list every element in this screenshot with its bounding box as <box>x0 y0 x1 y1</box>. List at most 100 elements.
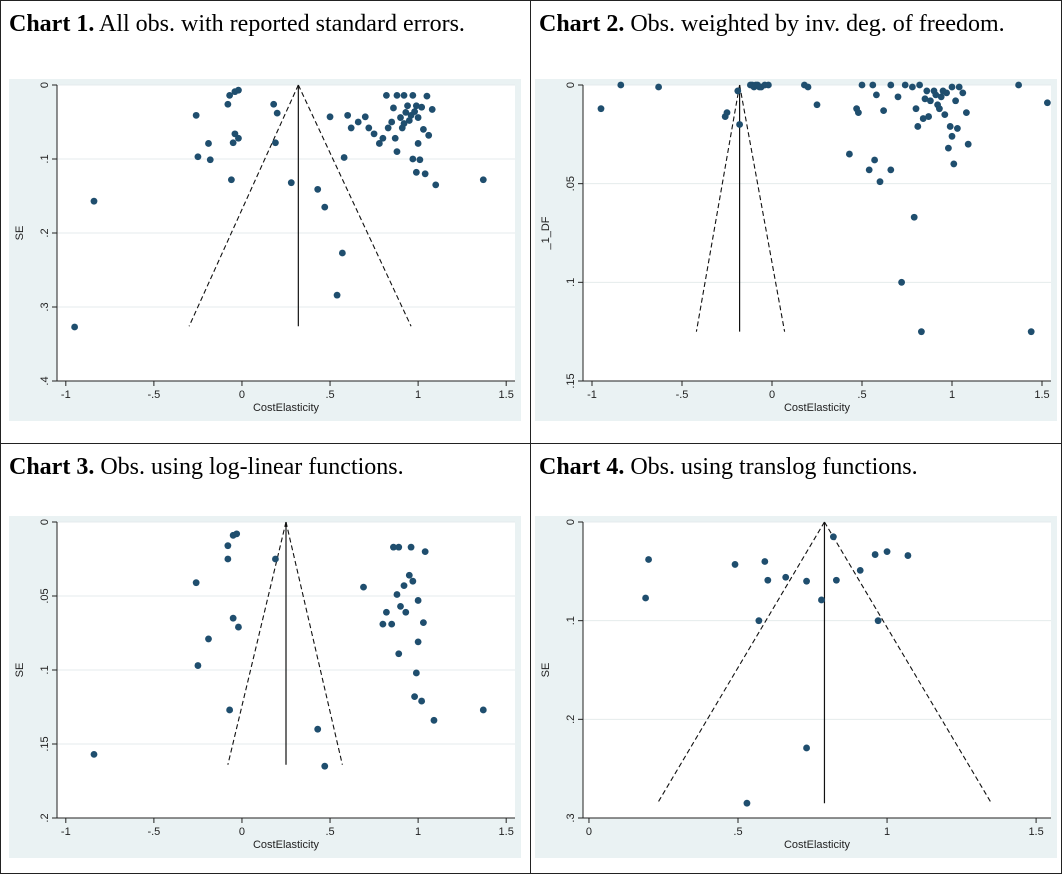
data-point-9 <box>229 139 237 147</box>
data-point-29 <box>412 669 420 677</box>
data-point-47 <box>409 91 417 99</box>
data-point-60 <box>955 83 963 91</box>
data-point-1 <box>90 197 98 205</box>
chart-plot-2: 0 .05 .1 .15 -1 -.5 0 .5 1 1.5 CostElasticity _1_DF <box>535 79 1057 421</box>
data-point-13 <box>856 566 864 574</box>
data-point-24 <box>869 81 877 89</box>
data-point-18 <box>813 101 821 109</box>
data-point-23 <box>865 166 873 174</box>
data-point-62 <box>963 109 970 117</box>
chart-caption-bold-3: Chart 3. <box>9 454 95 480</box>
y-axis-label: _1_DF <box>540 216 552 250</box>
data-point-10 <box>235 623 242 631</box>
data-point-13 <box>321 762 329 770</box>
data-point-61 <box>959 89 967 97</box>
data-point-52 <box>414 114 422 121</box>
data-point-27 <box>876 178 884 186</box>
data-point-34 <box>388 118 396 126</box>
chart-cell-1: Chart 1. All obs. with reported standard… <box>0 0 531 444</box>
data-point-48 <box>936 105 943 113</box>
data-point-43 <box>402 108 410 116</box>
data-point-0 <box>90 750 98 758</box>
funnel-right-line <box>297 84 412 327</box>
data-point-29 <box>370 130 378 138</box>
x-tick-label-3: .5 <box>325 389 334 401</box>
data-point-32 <box>383 91 390 99</box>
x-tick-label-4: 1 <box>949 389 955 401</box>
data-point-0 <box>642 594 649 602</box>
data-point-64 <box>1015 81 1022 89</box>
data-point-58 <box>952 97 959 105</box>
data-point-23 <box>400 582 408 590</box>
data-point-5 <box>734 87 742 95</box>
data-point-33 <box>420 619 427 627</box>
funnel-right-line <box>823 521 992 804</box>
x-tick-label-5: 1.5 <box>499 826 514 838</box>
chart-caption-1: Chart 1. All obs. with reported standard… <box>9 11 465 38</box>
data-point-35 <box>430 716 438 724</box>
data-point-55 <box>948 83 956 91</box>
data-point-43 <box>925 113 932 120</box>
data-point-26 <box>354 118 362 126</box>
data-point-35 <box>910 213 918 221</box>
data-point-15 <box>379 620 387 628</box>
data-point-23 <box>340 154 348 161</box>
data-point-28 <box>365 124 373 132</box>
data-point-17 <box>904 552 912 559</box>
funnel-left-line <box>227 521 287 765</box>
data-point-28 <box>411 693 418 701</box>
data-point-24 <box>402 608 410 616</box>
data-point-45 <box>405 117 413 124</box>
data-point-27 <box>361 113 369 121</box>
y-tick-label-1: .05 <box>39 588 51 603</box>
data-point-56 <box>420 126 427 133</box>
data-point-13 <box>235 134 242 142</box>
x-tick-label-0: -1 <box>61 826 71 838</box>
data-point-19 <box>393 591 401 598</box>
x-tick-label-3: .5 <box>857 389 866 401</box>
data-point-66 <box>1044 99 1051 107</box>
data-point-58 <box>423 92 431 100</box>
data-point-5 <box>224 542 232 550</box>
chart-cell-4: Chart 4. Obs. using translog functions. … <box>530 443 1062 874</box>
data-point-12 <box>832 576 840 584</box>
data-point-39 <box>918 328 925 336</box>
data-point-17 <box>804 83 812 91</box>
plot-region <box>583 522 1051 818</box>
chart-plot-4: 0 .1 .2 .3 0 .5 1 1.5 CostElasticity SE <box>535 516 1057 858</box>
data-point-14 <box>270 100 278 108</box>
data-point-20 <box>326 113 334 121</box>
y-tick-label-2: .1 <box>565 278 577 287</box>
data-point-21 <box>855 109 862 117</box>
x-tick-label-1: .5 <box>733 826 742 838</box>
data-point-10 <box>818 596 825 604</box>
data-point-39 <box>397 114 404 121</box>
data-point-0 <box>71 323 79 331</box>
data-point-5 <box>761 558 769 565</box>
chart-caption-bold-2: Chart 2. <box>539 11 625 37</box>
data-point-1 <box>645 556 652 563</box>
data-point-41 <box>921 95 929 103</box>
data-point-33 <box>901 81 909 89</box>
data-point-4 <box>205 140 212 147</box>
chart-caption-3: Chart 3. Obs. using log-linear functions… <box>9 454 404 481</box>
y-tick-label-4: .4 <box>39 376 51 385</box>
data-point-62 <box>479 176 487 184</box>
data-point-53 <box>945 144 952 152</box>
data-point-16 <box>383 608 390 616</box>
data-point-1 <box>192 579 200 587</box>
y-tick-label-0: 0 <box>565 82 577 88</box>
y-tick-label-3: .3 <box>565 813 577 822</box>
y-axis-label: SE <box>540 663 552 678</box>
data-point-20 <box>395 543 403 551</box>
data-point-36 <box>479 706 487 714</box>
data-point-49 <box>937 93 945 101</box>
x-tick-label-1: -.5 <box>147 389 160 401</box>
data-point-28 <box>880 107 887 115</box>
data-point-25 <box>347 124 355 132</box>
data-point-26 <box>407 543 415 551</box>
funnel-left-line <box>657 521 825 804</box>
data-point-54 <box>416 156 424 164</box>
data-point-25 <box>871 156 878 164</box>
